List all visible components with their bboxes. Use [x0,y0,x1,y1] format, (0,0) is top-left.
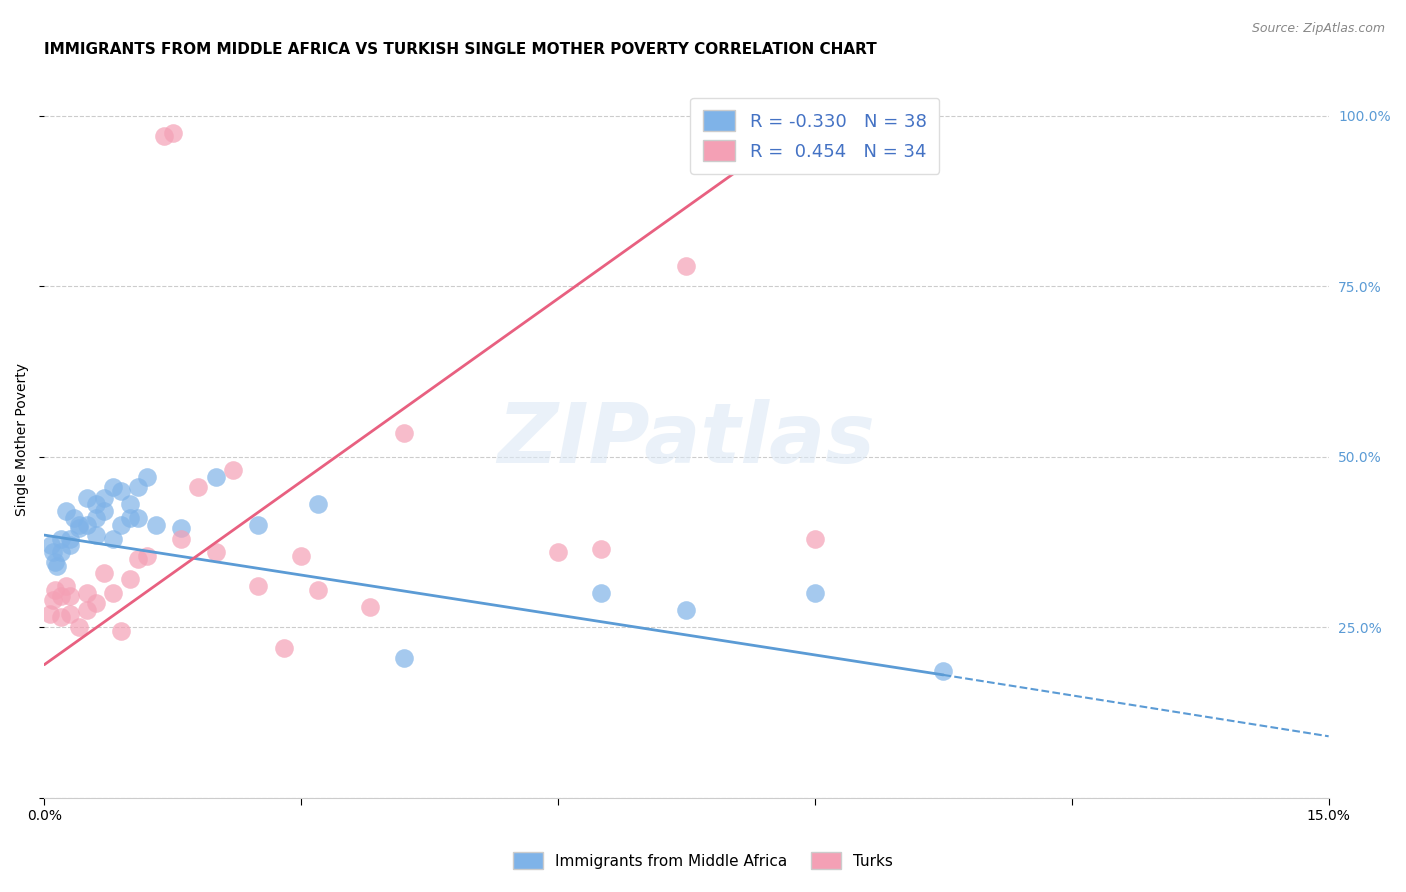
Point [76,603,98,617]
Point [76,517,98,532]
Text: ZIPatlas: ZIPatlas [498,399,876,480]
Point [162,126,184,140]
Point [273,640,295,655]
Point [392,425,415,440]
Point [170,521,193,535]
Point [67,620,90,634]
Point [118,511,141,525]
Point [110,624,132,638]
Point [247,579,270,593]
Point [204,545,226,559]
Point [118,497,141,511]
Point [55,504,77,518]
Point [101,586,124,600]
Point [44,582,66,597]
Point [51,590,73,604]
Point [153,129,176,144]
Point [84,497,107,511]
Point [42,545,65,559]
Point [247,517,270,532]
Point [932,665,955,679]
Point [59,532,82,546]
Point [59,538,82,552]
Text: IMMIGRANTS FROM MIDDLE AFRICA VS TURKISH SINGLE MOTHER POVERTY CORRELATION CHART: IMMIGRANTS FROM MIDDLE AFRICA VS TURKISH… [44,42,877,57]
Text: Source: ZipAtlas.com: Source: ZipAtlas.com [1251,22,1385,36]
Point [110,483,132,498]
Point [127,480,149,494]
Point [804,532,827,546]
Point [59,590,82,604]
Point [392,651,415,665]
Point [804,586,827,600]
Point [187,480,209,494]
Point [145,517,167,532]
Point [42,593,65,607]
Point [170,532,193,546]
Y-axis label: Single Mother Poverty: Single Mother Poverty [15,363,30,516]
Point [307,582,329,597]
Point [675,259,697,273]
Point [110,517,132,532]
Point [589,541,612,556]
Point [46,558,69,573]
Point [63,511,86,525]
Point [67,517,90,532]
Point [93,566,115,580]
Point [118,573,141,587]
Legend: Immigrants from Middle Africa, Turks: Immigrants from Middle Africa, Turks [506,846,900,875]
Point [76,586,98,600]
Point [127,552,149,566]
Point [101,532,124,546]
Legend: R = -0.330   N = 38, R =  0.454   N = 34: R = -0.330 N = 38, R = 0.454 N = 34 [690,98,939,174]
Point [55,579,77,593]
Point [290,549,312,563]
Point [307,497,329,511]
Point [136,549,159,563]
Point [39,538,62,552]
Point [84,511,107,525]
Point [127,511,149,525]
Point [51,545,73,559]
Point [136,470,159,484]
Point [59,607,82,621]
Point [93,491,115,505]
Point [359,599,381,614]
Point [84,596,107,610]
Point [44,555,66,569]
Point [204,470,226,484]
Point [547,545,569,559]
Point [675,603,697,617]
Point [589,586,612,600]
Point [84,528,107,542]
Point [39,607,62,621]
Point [51,532,73,546]
Point [93,504,115,518]
Point [51,610,73,624]
Point [76,491,98,505]
Point [101,480,124,494]
Point [221,463,243,477]
Point [67,521,90,535]
